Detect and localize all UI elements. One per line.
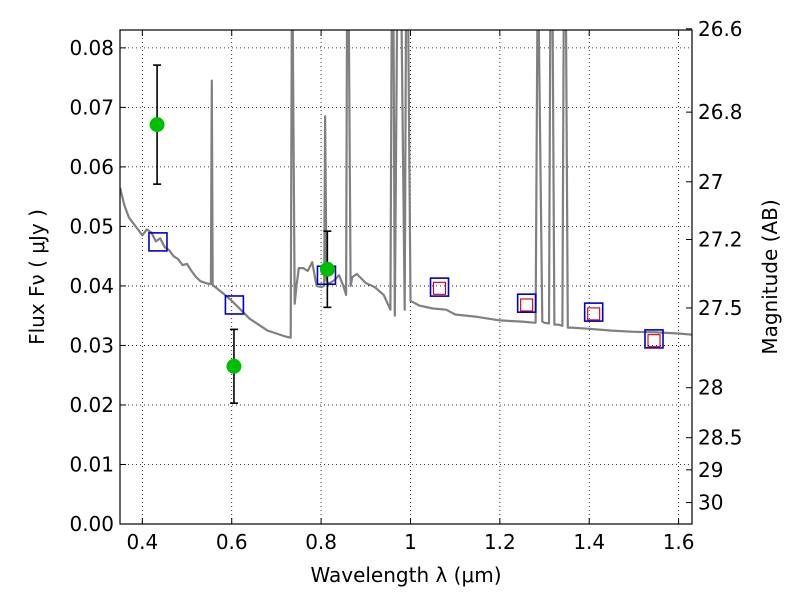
y-tick-label: 0.04 bbox=[69, 274, 114, 298]
x-tick-label: 0.8 bbox=[305, 530, 337, 554]
right-tick-label: 26.8 bbox=[698, 100, 743, 124]
x-tick-label: 1 bbox=[404, 530, 417, 554]
y-axis-ticks: 0.00 0.01 0.02 0.03 0.04 0.05 0.06 0.07 0.08 bbox=[69, 36, 126, 536]
y-tick-label: 0.05 bbox=[69, 214, 114, 238]
y-tick-label: 0.06 bbox=[69, 155, 114, 179]
x-tick-label: 1.6 bbox=[663, 530, 695, 554]
y-tick-label: 0.02 bbox=[69, 393, 114, 417]
right-axis-title: Magnitude (AB) bbox=[758, 199, 782, 354]
right-tick-label: 26.6 bbox=[698, 17, 743, 41]
model-photometry-square bbox=[583, 302, 604, 322]
right-tick-label: 29 bbox=[698, 458, 723, 482]
x-axis-ticks: 0.4 0.6 0.8 1 1.2 1.4 1.6 bbox=[126, 30, 695, 554]
y-tick-label: 0.00 bbox=[69, 512, 114, 536]
model-photometry-square bbox=[429, 277, 450, 297]
y-tick-label: 0.03 bbox=[69, 333, 114, 357]
x-tick-label: 0.6 bbox=[216, 530, 248, 554]
observed-point bbox=[226, 358, 242, 374]
model-photometry-square bbox=[516, 293, 537, 313]
model-photometry-inner-square bbox=[587, 307, 601, 321]
model-photometry-inner-square bbox=[432, 281, 447, 295]
x-tick-label: 0.4 bbox=[126, 530, 158, 554]
y-tick-label: 0.08 bbox=[69, 36, 114, 60]
x-axis-title: Wavelength λ (μm) bbox=[310, 563, 501, 587]
model-spectrum-layer bbox=[120, 30, 692, 339]
model-photometry-square bbox=[148, 232, 168, 252]
right-axis-ticks: 26.6 26.8 27 27.2 27.5 28 28.5 29 30 bbox=[686, 17, 743, 515]
model-photometry-inner-square bbox=[647, 334, 661, 348]
model-photometry-inner-square bbox=[520, 298, 534, 312]
model-photometry-square bbox=[224, 295, 245, 315]
right-tick-label: 27.2 bbox=[698, 228, 743, 252]
model-spectrum-line bbox=[120, 30, 692, 339]
right-tick-label: 27 bbox=[698, 170, 723, 194]
x-tick-label: 1.2 bbox=[484, 530, 516, 554]
observed-point bbox=[319, 261, 335, 277]
photometry-markers bbox=[148, 64, 664, 404]
right-tick-label: 28.5 bbox=[698, 426, 743, 450]
y-tick-label: 0.07 bbox=[69, 95, 114, 119]
right-tick-label: 28 bbox=[698, 376, 723, 400]
y-axis-title: Flux Fν ( μJy ) bbox=[25, 209, 49, 345]
x-tick-label: 1.4 bbox=[573, 530, 605, 554]
observed-point bbox=[149, 117, 165, 133]
plot-frame bbox=[119, 29, 693, 525]
right-tick-label: 27.5 bbox=[698, 296, 743, 320]
right-tick-label: 30 bbox=[698, 491, 723, 515]
model-photometry-square bbox=[644, 329, 664, 349]
y-tick-label: 0.01 bbox=[69, 452, 114, 476]
